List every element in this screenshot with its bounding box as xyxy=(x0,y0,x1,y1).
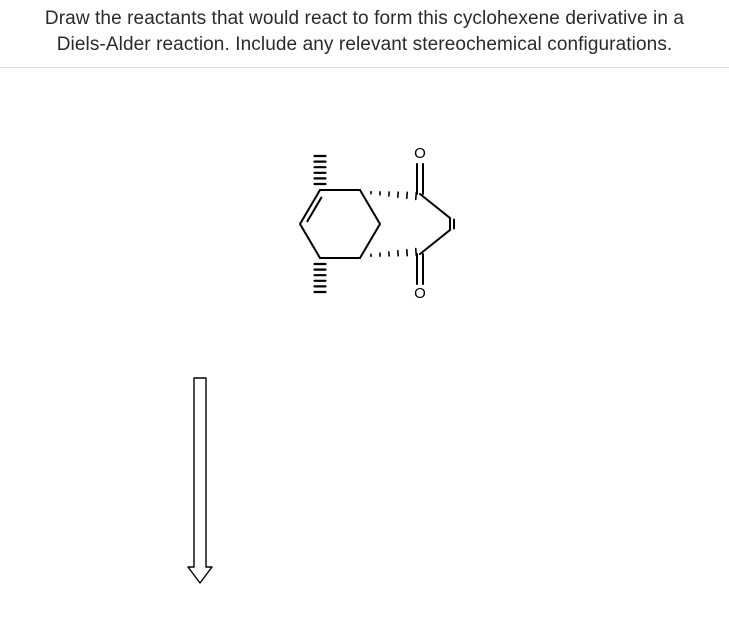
svg-text:O: O xyxy=(414,285,426,302)
reaction-arrow xyxy=(188,378,212,583)
question-text: Draw the reactants that would react to f… xyxy=(0,0,729,68)
question-line-1: Draw the reactants that would react to f… xyxy=(45,8,684,29)
question-line-2: Diels-Alder reaction. Include any releva… xyxy=(57,34,673,55)
svg-text:O: O xyxy=(414,145,426,162)
figure-area: OO xyxy=(0,68,729,608)
page: Draw the reactants that would react to f… xyxy=(0,0,729,628)
molecule-svg: OO xyxy=(0,68,729,608)
